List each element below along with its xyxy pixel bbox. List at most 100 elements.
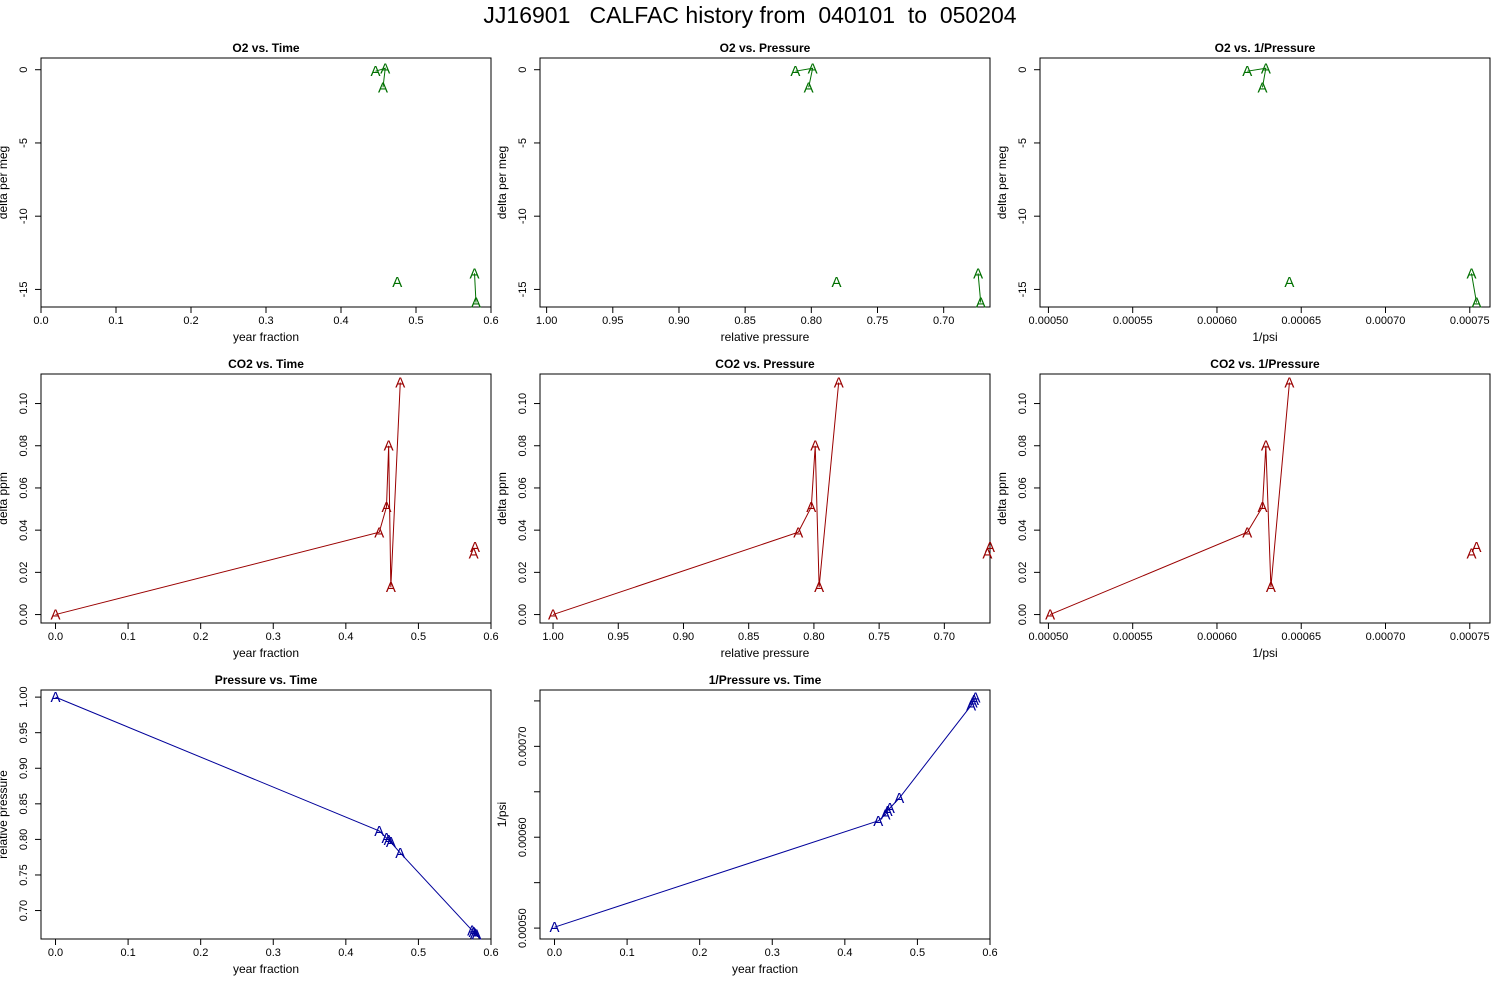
y-tick-label: 0.04 [18,519,30,540]
y-tick-label: 1.00 [18,686,30,707]
x-tick-label: 0.1 [108,315,123,327]
x-tick-label: 0.4 [338,947,353,959]
x-axis-label: year fraction [233,646,299,660]
plot-frame [539,689,991,940]
data-point: A [374,524,384,541]
data-point: A [384,438,394,455]
y-tick-label: 0.10 [1017,393,1029,414]
data-point: A [1466,545,1476,562]
x-tick-label: 0.1 [120,947,135,959]
x-tick-label: 0.5 [910,947,925,959]
x-tick-label: 0.00075 [1450,315,1490,327]
y-tick-label: 0.08 [18,435,30,456]
y-axis-label: delta ppm [995,472,1009,525]
x-axis-label: year fraction [233,330,299,344]
x-tick-label: 0.0 [48,947,63,959]
data-point: A [968,695,978,712]
x-tick-label: 0.5 [408,315,423,327]
chart-panel-3: O2 vs. 1/Pressure 0.00050 0.00055 0.00060 0.… [995,41,1491,344]
y-tick-label: -5 [18,138,30,148]
y-tick-label: 0.00060 [517,817,529,857]
data-point: A [969,692,979,709]
y-tick-label: 0.90 [18,758,30,779]
series-line [552,382,840,616]
data-point: A [467,922,477,939]
x-tick-label: 0.3 [266,631,281,643]
data-point: A [885,800,895,817]
x-tick-label: 0.4 [338,631,353,643]
x-axis-label: 1/psi [1252,646,1277,660]
data-point: A [381,830,391,847]
data-point: A [804,79,814,96]
data-point: A [51,689,61,706]
series-line [554,697,976,928]
data-point: A [470,925,480,942]
x-tick-label: 0.1 [619,947,634,959]
chart-title: Pressure vs. Time [215,673,318,687]
y-tick-label: -5 [1017,138,1029,148]
data-point: A [1284,274,1294,291]
x-tick-label: 0.5 [411,631,426,643]
y-tick-label: -10 [18,208,30,224]
plot-frame [539,373,991,624]
y-tick-label: -5 [517,138,529,148]
data-point: A [1242,524,1252,541]
data-point: A [51,607,61,624]
y-tick-label: 0 [517,67,529,73]
data-point: A [1466,265,1476,282]
plot-frame [1039,57,1491,308]
y-tick-label: -15 [1017,281,1029,297]
data-point: A [1472,539,1482,556]
data-point: A [808,60,818,77]
y-tick-label: 0.00070 [517,726,529,766]
data-point: A [1257,499,1267,516]
data-point: A [1242,63,1252,80]
series-line [375,67,386,88]
y-axis-label: delta ppm [0,472,10,525]
data-point: A [973,265,983,282]
x-tick-label: 0.90 [673,631,694,643]
x-tick-label: 0.4 [837,947,852,959]
x-tick-label: 0.2 [193,631,208,643]
x-tick-label: 0.95 [602,315,623,327]
x-tick-label: 0.80 [803,631,824,643]
x-tick-label: 0.00055 [1113,631,1153,643]
chart-title: CO2 vs. Pressure [715,357,815,371]
series-line [55,382,401,616]
data-point: A [793,524,803,541]
chart-panel-7: Pressure vs. Time 0.0 0.1 0.2 0.3 0.4 0.5 0.6 0.… [0,673,499,976]
plot-frame [40,57,492,308]
chart-title: O2 vs. Pressure [720,41,811,55]
y-tick-label: 0.08 [1017,435,1029,456]
page-title: JJ16901 CALFAC history from 040101 to 05… [483,2,1017,28]
data-point: A [384,832,394,849]
x-tick-label: 0.00075 [1450,631,1490,643]
y-tick-label: 0.10 [18,393,30,414]
data-point: A [880,807,890,824]
x-tick-label: 0.00060 [1197,631,1237,643]
x-tick-label: 0.6 [483,631,498,643]
y-tick-label: 0.00050 [517,908,529,948]
chart-title: O2 vs. 1/Pressure [1215,41,1316,55]
data-point: A [814,579,824,596]
y-tick-label: -15 [517,281,529,297]
y-tick-label: 0.06 [18,477,30,498]
data-point: A [381,499,391,516]
data-point: A [985,539,995,556]
y-tick-label: 0.04 [517,519,529,540]
y-tick-label: 0.06 [517,477,529,498]
x-tick-label: 0.2 [183,315,198,327]
chart-title: CO2 vs. 1/Pressure [1210,357,1320,371]
series-line [55,696,477,936]
data-point: A [894,790,904,807]
data-point: A [378,79,388,96]
data-point: A [470,539,480,556]
x-tick-label: 0.00050 [1029,631,1069,643]
x-axis-label: relative pressure [721,330,810,344]
x-tick-label: 0.75 [867,315,888,327]
data-point: A [469,265,479,282]
data-point: A [970,689,980,706]
y-axis-label: 1/psi [495,802,509,827]
y-tick-label: 0.80 [18,829,30,850]
